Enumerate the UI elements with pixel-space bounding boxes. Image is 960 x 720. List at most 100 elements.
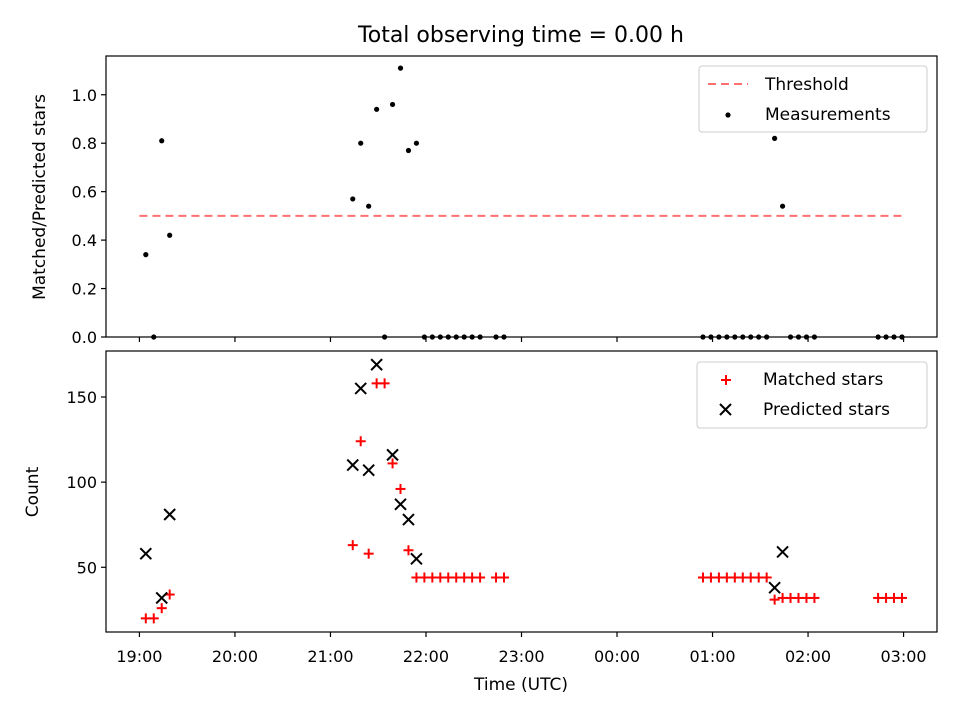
matched-stars-point [498,572,509,583]
matched-stars-point [395,483,406,494]
measurement-point [469,334,475,340]
measurement-point [381,334,388,340]
matched-stars-point [809,592,820,603]
predicted-stars-point [394,498,407,511]
x-tick-label: 00:00 [594,647,640,666]
legend-threshold-label: Threshold [764,75,849,95]
matched-stars-point [896,592,907,603]
measurement-point [795,334,802,340]
legend-matched-label: Matched stars [763,370,883,390]
measurement-point [374,106,380,112]
measurement-point [366,203,372,209]
matched-stars-point [379,378,390,389]
legend-measurements-swatch [725,112,731,118]
measurement-point [453,334,459,340]
predicted-stars-point [776,545,789,559]
count-plot-area: 50 100 150 19:00 20:00 21:00 22:00 23:00 00:00 01… [66,350,938,666]
measurement-point [167,232,173,238]
top-legend: Threshold Measurements [698,65,928,133]
measurement-point [477,334,483,340]
matched-stars-point [403,545,414,556]
matched-stars-point [475,572,486,583]
legend-matched-swatch [721,375,731,385]
bottom-y-tick-label: 50 [77,558,97,577]
top-y-tick-label: 0.2 [72,280,97,299]
measurement-point [708,334,714,340]
bottom-y-tick-label: 100 [66,473,97,492]
measurement-point [405,147,412,154]
predicted-stars-point [386,448,399,462]
bottom-y-axis-label: Count [23,466,43,517]
top-y-axis-label: Matched/Predicted stars [30,94,50,300]
measurement-point [159,138,165,144]
measurement-point [461,334,467,340]
measurement-point [493,334,499,340]
matched-stars-point [363,548,374,559]
bottom-legend: Matched stars Predicted stars [696,361,928,429]
measurement-point [732,334,738,340]
top-data-layer [139,65,905,340]
measurement-point [756,334,762,340]
legend-predicted-label: Predicted stars [763,400,890,420]
bottom-y-tick-label: 150 [66,388,97,407]
predicted-stars-point [768,581,781,594]
predicted-stars-point [155,591,168,605]
top-y-tick-label: 1.0 [72,86,97,105]
measurement-point [389,101,396,108]
x-axis-label: Time (UTC) [473,675,568,695]
measurement-point [772,135,778,141]
measurement-point [899,334,905,340]
predicted-stars-point [362,464,375,477]
top-y-tick-label: 0.4 [72,231,97,250]
measurement-point [787,334,794,340]
measurement-point [891,334,897,340]
measurement-point [445,334,451,340]
measurement-point [803,334,810,340]
matched-stars-point [156,603,167,614]
predicted-stars-point [354,382,367,395]
measurement-point [883,334,889,340]
measurement-point [501,334,507,340]
predicted-stars-point [139,547,153,560]
measurement-point [716,334,722,340]
top-y-tick-label: 0.0 [72,328,97,347]
matched-stars-point [387,458,398,469]
matched-stars-point [148,613,159,624]
measurement-point [875,334,881,340]
measurement-point [429,334,435,340]
x-tick-label: 23:00 [498,647,544,666]
measurement-point [724,334,730,340]
ratio-plot-area: 0.0 0.2 0.4 0.6 0.8 1.0 [72,55,938,347]
measurement-point [764,334,770,340]
legend-measurements-label: Measurements [765,105,891,125]
predicted-stars-point [346,458,359,472]
measurement-point [421,334,427,340]
measurement-point [350,196,356,202]
predicted-stars-point [163,508,176,521]
measurement-point [740,334,746,340]
measurement-point [413,140,420,146]
top-y-tick-label: 0.8 [72,134,97,153]
matched-stars-point [769,594,780,605]
measurement-point [397,65,404,71]
x-tick-label: 01:00 [689,647,735,666]
top-y-tick-label: 0.6 [72,183,97,202]
predicted-stars-point [410,552,423,565]
x-tick-label: 21:00 [307,647,353,666]
measurement-point [151,334,157,340]
matched-stars-point [355,436,366,447]
chart-title: Total observing time = 0.00 h [357,23,684,48]
x-tick-label: 22:00 [403,647,449,666]
legend-predicted-swatch [719,403,732,416]
x-tick-label: 19:00 [116,647,162,666]
measurement-point [811,334,818,340]
measurement-point [437,334,443,340]
x-tick-label: 03:00 [881,647,927,666]
measurement-point [143,252,149,258]
x-tick-label: 20:00 [212,647,258,666]
predicted-stars-point [402,513,415,526]
measurement-point [358,140,364,146]
predicted-stars-point [370,358,383,371]
matched-stars-point [347,540,358,551]
